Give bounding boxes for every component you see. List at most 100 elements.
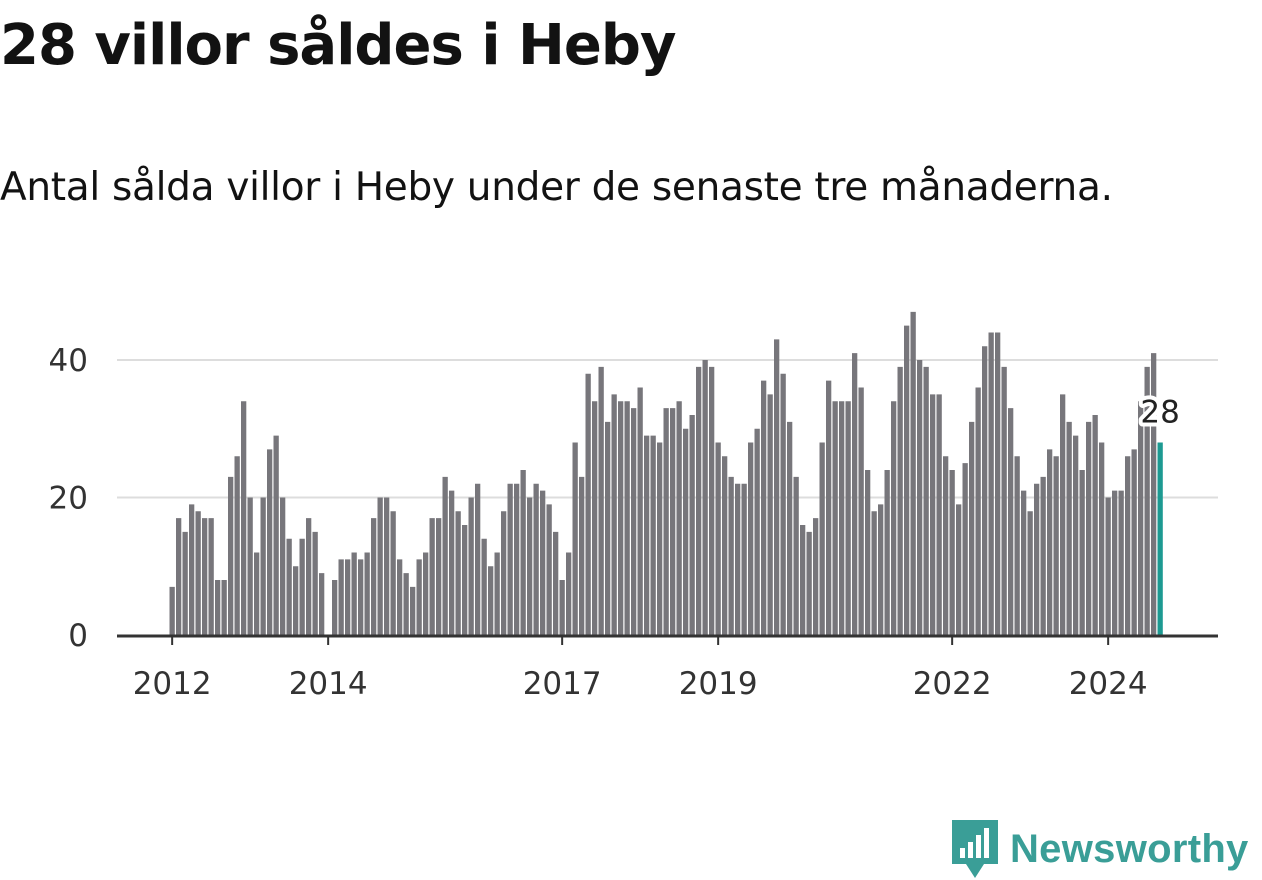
bar	[293, 566, 299, 635]
bar	[449, 490, 455, 635]
bar	[715, 442, 721, 635]
y-tick-label: 0	[68, 618, 88, 654]
bar	[923, 366, 929, 635]
bar	[689, 415, 695, 635]
bar	[878, 504, 884, 635]
bar	[585, 373, 591, 635]
bar	[1008, 408, 1014, 635]
bar	[364, 552, 370, 635]
bar	[865, 470, 871, 635]
bar	[1066, 421, 1072, 635]
bar	[1047, 449, 1053, 635]
bar	[429, 518, 435, 635]
bar	[748, 442, 754, 635]
bar	[195, 511, 201, 635]
bar	[975, 387, 981, 635]
bar	[1131, 449, 1137, 635]
bar	[566, 552, 572, 635]
bar	[1118, 490, 1124, 635]
bar	[657, 442, 663, 635]
bar	[819, 442, 825, 635]
bar	[1079, 470, 1085, 635]
data-label-halo: 28	[1140, 395, 1179, 431]
bar	[956, 504, 962, 635]
bar	[410, 586, 416, 635]
bar	[215, 580, 221, 635]
bar	[605, 421, 611, 635]
bar	[351, 552, 357, 635]
bar	[241, 401, 247, 635]
bar	[436, 518, 442, 635]
bar	[221, 580, 227, 635]
bar	[995, 332, 1001, 635]
bar	[611, 394, 617, 635]
bar	[1060, 394, 1066, 635]
bar	[1073, 435, 1079, 635]
bar	[722, 456, 728, 635]
bar	[1040, 476, 1046, 635]
bar	[338, 559, 344, 635]
x-tick-label: 2012	[133, 666, 212, 702]
bar	[1144, 366, 1150, 635]
bar	[839, 401, 845, 635]
bar	[943, 456, 949, 635]
bar	[858, 387, 864, 635]
bar	[306, 518, 312, 635]
bar	[540, 490, 546, 635]
bar	[637, 387, 643, 635]
bar	[202, 518, 208, 635]
x-tick-label: 2019	[679, 666, 758, 702]
bar	[741, 483, 747, 635]
bar	[520, 470, 526, 635]
chart-subtitle: Antal sålda villor i Heby under de senas…	[0, 165, 1113, 210]
bar	[982, 346, 988, 635]
x-tick-label: 2022	[913, 666, 992, 702]
bar	[319, 573, 325, 635]
bar	[1086, 421, 1092, 635]
bar	[494, 552, 500, 635]
bar	[507, 483, 513, 635]
bar	[897, 366, 903, 635]
bar	[390, 511, 396, 635]
bar	[501, 511, 507, 635]
x-tick-label: 2024	[1069, 666, 1148, 702]
bar	[514, 483, 520, 635]
bar	[702, 360, 708, 635]
bar	[826, 380, 832, 635]
bar	[624, 401, 630, 635]
bar	[845, 401, 851, 635]
bar	[254, 552, 260, 635]
bar	[832, 401, 838, 635]
bar	[917, 360, 923, 635]
bar	[527, 497, 533, 635]
bar	[273, 435, 279, 635]
bar	[358, 559, 364, 635]
bar	[650, 435, 656, 635]
bar	[592, 401, 598, 635]
bar	[455, 511, 461, 635]
newsworthy-logo-icon	[952, 820, 998, 878]
bar	[1053, 456, 1059, 635]
bar	[806, 531, 812, 635]
bar	[670, 408, 676, 635]
bar	[403, 573, 409, 635]
chart-title: 28 villor såldes i Heby	[0, 13, 676, 78]
bar	[442, 476, 448, 635]
bar	[468, 497, 474, 635]
bar	[761, 380, 767, 635]
bar	[1092, 415, 1098, 635]
bar	[312, 531, 318, 635]
bar	[488, 566, 494, 635]
bar	[1151, 353, 1157, 635]
bar	[397, 559, 403, 635]
bar	[481, 538, 487, 635]
bar	[1125, 456, 1131, 635]
brand-name: Newsworthy	[1010, 826, 1249, 871]
y-tick-label: 40	[49, 343, 88, 379]
bar	[1138, 401, 1144, 635]
bar	[1034, 483, 1040, 635]
bar	[904, 325, 910, 635]
bar	[676, 401, 682, 635]
bar	[631, 408, 637, 635]
